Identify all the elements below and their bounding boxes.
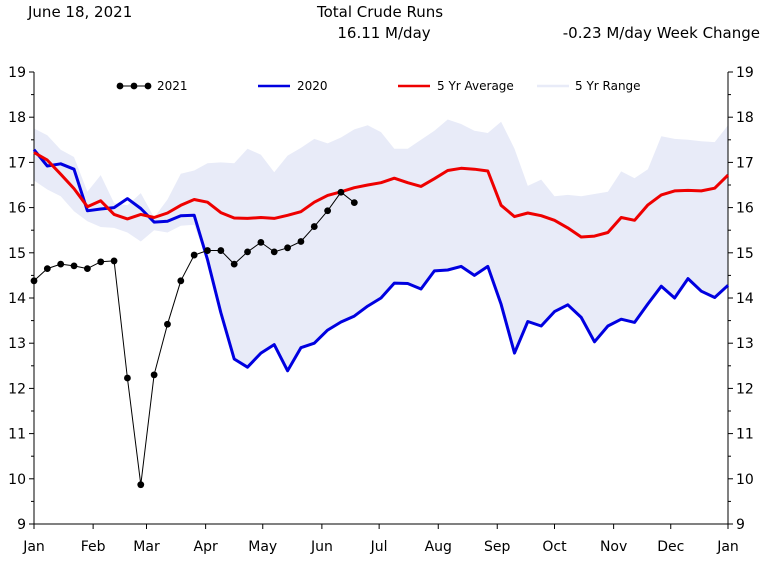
y-tick-label-right: 11 (736, 427, 754, 443)
y-tick-label-right: 15 (736, 246, 754, 262)
x-tick-label: Dec (657, 539, 684, 555)
chart-title: Total Crude Runs (316, 3, 444, 21)
legend-range-label: 5 Yr Range (575, 79, 641, 93)
x-tick-label: Sep (484, 539, 511, 555)
point-2021 (70, 262, 78, 270)
point-2021 (270, 248, 278, 256)
point-2021 (337, 188, 345, 196)
y-tick-label-right: 13 (736, 336, 754, 352)
y-tick-label-left: 13 (8, 336, 26, 352)
point-2021 (57, 260, 65, 268)
range-band (34, 119, 728, 371)
y-tick-label-right: 16 (736, 201, 754, 217)
point-2021 (83, 265, 91, 273)
x-tick-label: May (248, 539, 277, 555)
y-tick-label-left: 11 (8, 427, 26, 443)
y-tick-label-left: 10 (8, 472, 26, 488)
legend-2020-label: 2020 (297, 79, 328, 93)
report-date: June 18, 2021 (28, 3, 133, 21)
y-tick-label-right: 18 (736, 110, 754, 126)
point-2021 (204, 247, 211, 254)
point-2021 (244, 248, 251, 256)
current-value: 16.11 M/day (337, 24, 431, 42)
legend-2021-label: 2021 (157, 79, 188, 93)
point-2021 (97, 258, 105, 266)
point-2021 (30, 277, 38, 285)
point-2021 (310, 223, 318, 230)
point-2021 (190, 251, 198, 259)
x-tick-label: Mar (133, 539, 160, 555)
legend-2021-marker (144, 82, 152, 90)
point-2021 (284, 244, 291, 252)
y-tick-label-left: 17 (8, 155, 26, 171)
x-tick-label: Jan (22, 539, 45, 555)
point-2021 (177, 277, 185, 285)
y-tick-label-left: 19 (8, 65, 26, 81)
x-tick-label: Jun (310, 539, 333, 555)
point-2021 (230, 260, 238, 268)
y-tick-label-left: 16 (8, 201, 26, 217)
point-2021 (124, 374, 131, 382)
point-2021 (217, 247, 225, 254)
y-tick-label-left: 18 (8, 110, 26, 126)
point-2021 (110, 257, 118, 265)
x-tick-label: Oct (542, 539, 567, 555)
y-tick-label-right: 19 (736, 65, 754, 81)
point-2021 (324, 207, 332, 215)
x-tick-label: Nov (600, 539, 627, 555)
y-tick-label-left: 14 (8, 291, 26, 307)
legend-2021-marker (116, 82, 124, 90)
x-tick-label: Feb (81, 539, 106, 555)
week-change: -0.23 M/day Week Change (562, 24, 760, 42)
x-tick-label: Jan (716, 539, 739, 555)
legend-avg-label: 5 Yr Average (437, 79, 514, 93)
series-5yr-average-line (33, 151, 730, 239)
point-2021 (350, 199, 358, 207)
y-tick-label-right: 17 (736, 155, 754, 171)
y-tick-label-left: 15 (8, 246, 26, 262)
x-tick-label: Jul (370, 539, 388, 555)
y-tick-label-left: 9 (17, 517, 26, 533)
y-tick-label-right: 10 (736, 472, 754, 488)
point-2021 (164, 320, 171, 328)
legend-2021-marker (130, 82, 138, 90)
y-tick-label-right: 12 (736, 381, 754, 397)
point-2021 (257, 239, 265, 246)
y-tick-label-left: 12 (8, 381, 26, 397)
x-tick-label: Apr (194, 539, 218, 555)
y-tick-label-right: 9 (736, 517, 745, 533)
x-tick-label: Aug (425, 539, 452, 555)
point-2021 (137, 481, 145, 489)
y-tick-label-right: 14 (736, 291, 754, 307)
point-2021 (43, 265, 51, 273)
point-2021 (150, 371, 158, 379)
point-2021 (297, 238, 305, 245)
